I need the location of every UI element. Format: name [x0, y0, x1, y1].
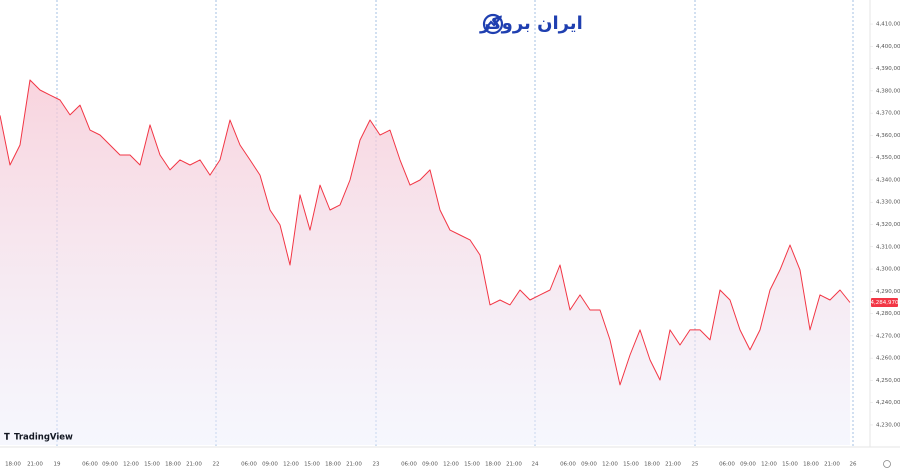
x-tick-label: 22: [213, 462, 220, 468]
y-tick-label: 4,230,000: [876, 422, 900, 428]
x-tick-label: 26: [850, 462, 857, 468]
y-tick-label: 4,250,000: [876, 378, 900, 384]
x-tick-label: 12:00: [283, 462, 299, 468]
x-tick-label: 23: [373, 462, 380, 468]
y-tick-label: 4,290,000: [876, 289, 900, 295]
x-tick-label: 12:00: [123, 462, 139, 468]
x-tick-label: 15:00: [304, 462, 320, 468]
settings-button[interactable]: [883, 460, 891, 468]
x-tick-label: 06:00: [82, 462, 98, 468]
x-tick-label: 18:00: [165, 462, 181, 468]
x-tick-label: 09:00: [102, 462, 118, 468]
x-tick-label: 18:00: [325, 462, 341, 468]
y-tick-label: 4,260,000: [876, 356, 900, 362]
x-tick-label: 12:00: [602, 462, 618, 468]
y-tick-label: 4,310,000: [876, 244, 900, 250]
plot-area: [0, 0, 854, 447]
x-tick-label: 18:00: [5, 462, 21, 468]
y-tick-label: 4,270,000: [876, 333, 900, 339]
x-tick-label: 19: [54, 462, 61, 468]
x-tick-label: 06:00: [401, 462, 417, 468]
x-tick-label: 06:00: [241, 462, 257, 468]
x-tick-label: 21:00: [824, 462, 840, 468]
y-tick-label: 4,370,000: [876, 111, 900, 117]
y-tick-label: 4,380,000: [876, 88, 900, 94]
y-tick-label: 4,360,000: [876, 133, 900, 139]
price-line: [0, 79, 851, 386]
logo-icon: [482, 13, 504, 35]
watermark-logo: ایران بروکر: [479, 13, 583, 35]
x-tick-label: 12:00: [443, 462, 459, 468]
x-tick-label: 15:00: [782, 462, 798, 468]
brand-logo: 𝐓 TradingView: [4, 432, 73, 443]
watermark-text: ایران بروکر: [479, 13, 583, 34]
y-tick-label: 4,400,000: [876, 44, 900, 50]
x-tick-label: 09:00: [422, 462, 438, 468]
x-tick-label: 18:00: [485, 462, 501, 468]
x-tick-label: 15:00: [464, 462, 480, 468]
x-tick-label: 15:00: [623, 462, 639, 468]
x-tick-label: 21:00: [506, 462, 522, 468]
brand-icon: 𝐓: [4, 432, 10, 443]
x-tick-label: 09:00: [581, 462, 597, 468]
y-tick-label: 4,350,000: [876, 155, 900, 161]
x-tick-label: 25: [692, 462, 699, 468]
y-tick-label: 4,300,000: [876, 267, 900, 273]
y-tick-label: 4,410,000: [876, 22, 900, 28]
x-tick-label: 06:00: [719, 462, 735, 468]
x-tick-label: 09:00: [262, 462, 278, 468]
x-tick-label: 18:00: [803, 462, 819, 468]
last-price-box: [871, 298, 898, 308]
x-tick-label: 18:00: [644, 462, 660, 468]
y-tick-label: 4,390,000: [876, 66, 900, 72]
y-tick-label: 4,340,000: [876, 177, 900, 183]
x-tick-label: 12:00: [761, 462, 777, 468]
x-tick-label: 21:00: [186, 462, 202, 468]
logo-arrow: [486, 17, 501, 28]
x-tick-label: 21:00: [27, 462, 43, 468]
x-tick-label: 24: [532, 462, 539, 468]
x-tick-label: 15:00: [144, 462, 160, 468]
y-tick-label: 4,330,000: [876, 200, 900, 206]
x-tick-label: 21:00: [346, 462, 362, 468]
x-tick-label: 21:00: [665, 462, 681, 468]
y-tick-label: 4,320,000: [876, 222, 900, 228]
x-tick-label: 06:00: [560, 462, 576, 468]
area-fill: [0, 80, 850, 445]
brand-text: TradingView: [14, 433, 73, 443]
x-tick-label: 09:00: [740, 462, 756, 468]
y-tick-label: 4,240,000: [876, 400, 900, 406]
y-tick-label: 4,280,000: [876, 311, 900, 317]
last-price-label: 4,284,970: [871, 300, 899, 306]
